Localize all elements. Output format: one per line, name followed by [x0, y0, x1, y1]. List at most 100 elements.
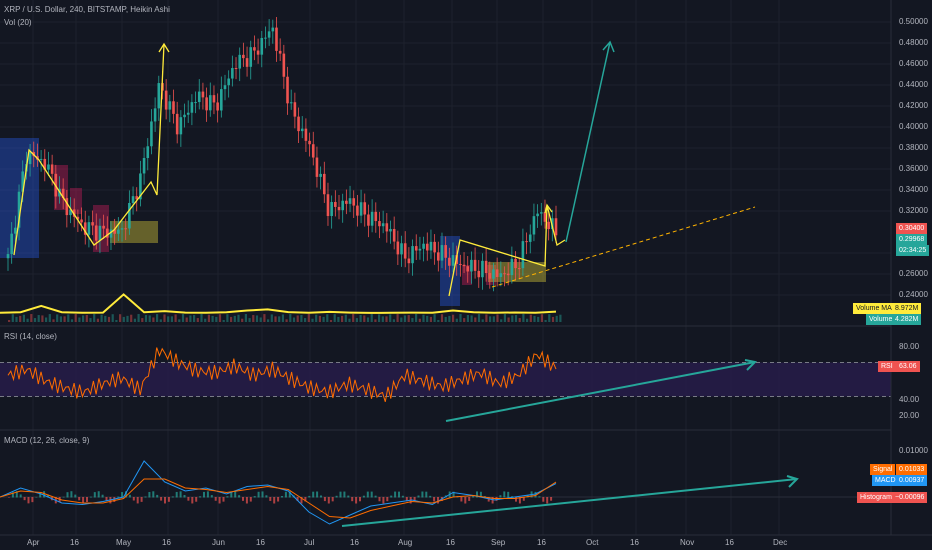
macd-histogram-bar [386, 497, 389, 502]
candle-body [411, 246, 414, 264]
macd-histogram-bar [222, 497, 225, 502]
volume-bar [100, 314, 103, 322]
dashed-trendline [491, 206, 756, 288]
volume-bar [70, 319, 74, 322]
volume-bar [496, 314, 499, 322]
macd-histogram-bar [288, 491, 291, 498]
price-tag-high: 0.30400 [896, 223, 928, 234]
macd-histogram-bar [507, 491, 510, 498]
candle-body [359, 202, 363, 216]
macd-histogram-bar [152, 491, 155, 498]
volume-bar [181, 314, 185, 322]
macd-histogram-bar [206, 491, 209, 498]
candle-body [106, 228, 109, 238]
macd-histogram-bar [19, 494, 22, 498]
macd-histogram-bar [47, 494, 49, 498]
macd-histogram-bar [327, 497, 330, 504]
candle-body [139, 173, 142, 200]
candle-body [47, 164, 50, 170]
candle-body [429, 241, 433, 251]
candle-body [175, 113, 179, 135]
volume-bar [252, 315, 255, 322]
volume-bar [366, 317, 370, 322]
volume-bar [503, 314, 506, 322]
candle-body [157, 83, 161, 109]
macd-signal-value: 0.01033 [896, 464, 928, 475]
volume-bar [122, 316, 125, 322]
macd-histogram-bar [491, 497, 494, 504]
candle-body [308, 140, 311, 145]
candle-body [113, 229, 116, 234]
volume-bar [226, 314, 229, 322]
macd-histogram-bar [230, 491, 233, 498]
macd-histogram-bar [335, 495, 338, 498]
volume-bar [133, 318, 136, 322]
candle-body [238, 54, 242, 69]
macd-line [0, 460, 557, 525]
volume-bar [233, 315, 236, 322]
candle-body [481, 260, 484, 278]
rsi-legend[interactable]: RSI (14, close) [4, 332, 57, 341]
volume-bar [355, 318, 358, 322]
macd-histogram-bar [93, 492, 96, 498]
macd-histogram-bar [374, 495, 377, 498]
candle-body [231, 68, 234, 79]
price-tick-label: 0.26000 [899, 269, 928, 278]
macd-histogram-bar [203, 491, 205, 498]
volume-bar [285, 319, 288, 322]
volume-bar [33, 318, 37, 322]
macd-histogram-bar [31, 497, 34, 503]
macd-histogram-bar [464, 497, 467, 504]
volume-bar [126, 315, 129, 322]
candle-body [43, 158, 47, 170]
macd-histogram-bar [187, 497, 190, 501]
candle-body [124, 228, 127, 230]
candle-body [164, 90, 168, 110]
yellow-box [488, 262, 546, 282]
candle-body [304, 128, 308, 141]
macd-histogram-bar [15, 491, 18, 498]
candle-body [525, 241, 528, 243]
volume-bar [93, 314, 96, 322]
macd-histogram-bar [183, 494, 186, 498]
volume-bar [370, 314, 373, 322]
macd-legend[interactable]: MACD (12, 26, close, 9) [4, 436, 90, 445]
macd-histogram-bar [128, 494, 131, 498]
macd-histogram-bar [550, 497, 553, 501]
volume-bar [263, 314, 266, 322]
candle-body [337, 206, 341, 211]
time-tick-label: 16 [446, 538, 455, 547]
macd-histogram-bar [82, 497, 85, 504]
macd-histogram-bar [503, 491, 506, 498]
volume-bar [389, 314, 392, 322]
volume-bar [315, 314, 318, 322]
volume-tag-value: 4.282M [892, 314, 922, 325]
macd-histogram-bar [499, 495, 502, 498]
candle-body [437, 252, 440, 261]
volume-bar [481, 319, 484, 322]
volume-bar [196, 318, 199, 322]
time-tick-label: Sep [491, 538, 506, 547]
candle-body [539, 212, 543, 214]
candle-body [190, 102, 194, 113]
volume-bar [392, 319, 395, 322]
macd-histogram-bar [370, 491, 373, 498]
rsi-tick-20: 20.00 [899, 411, 920, 420]
volume-legend[interactable]: Vol (20) [4, 18, 32, 27]
volume-bar [415, 314, 418, 322]
volume-bar [115, 319, 118, 322]
macd-histogram-bar [308, 495, 311, 498]
candle-body [150, 121, 153, 147]
volume-bar [11, 314, 14, 322]
macd-histogram-bar [245, 497, 248, 504]
volume-bar [348, 318, 351, 322]
volume-bar [544, 319, 547, 322]
volume-bar [333, 314, 336, 322]
volume-bar [522, 314, 525, 322]
macd-histogram-bar [546, 497, 549, 504]
time-tick-label: Oct [586, 538, 599, 547]
volume-bar [304, 318, 307, 322]
candle-body [197, 91, 201, 103]
candle-body [367, 214, 370, 226]
